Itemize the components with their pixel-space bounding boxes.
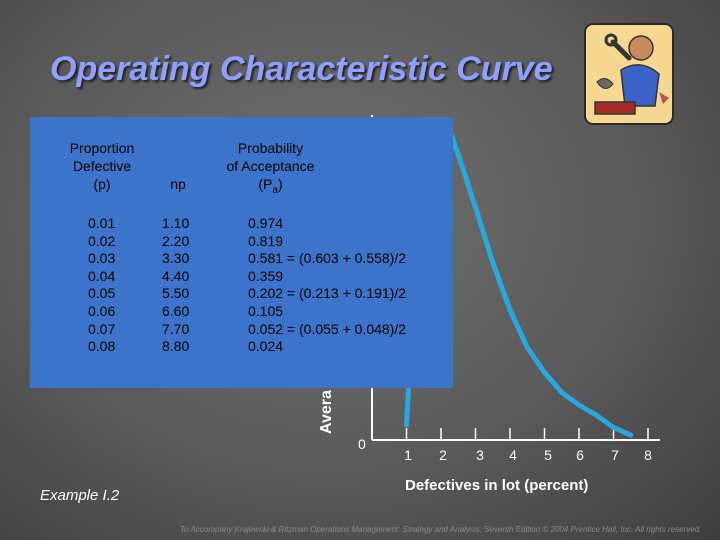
table-row: 0.06 (88, 302, 116, 319)
x-tick-label-8: 8 (644, 447, 652, 463)
table-row: 2.20 (162, 232, 190, 249)
table-row: 0.02 (88, 232, 116, 249)
table-row: 5.50 (162, 285, 190, 302)
table-row: 0.974 (248, 215, 284, 231)
x-tick-label-2: 2 (439, 447, 447, 463)
table-row: 0.819 (248, 232, 284, 249)
table-row: 8.80 (162, 338, 190, 355)
table-row: 7.70 (162, 320, 190, 337)
x-tick-label-7: 7 (611, 447, 619, 463)
example-label: Example I.2 (40, 487, 120, 504)
x-tick-label-6: 6 (576, 447, 584, 463)
header-np: np (170, 176, 186, 192)
table-row: 0.04 (88, 267, 116, 284)
x-tick-label-0: 0 (358, 436, 366, 452)
table-row: 0.03 (88, 250, 116, 267)
table-row: 1.10 (162, 215, 190, 231)
table-row: 0.202 = (0.213 + 0.191)/2 (248, 285, 407, 302)
column-np: 1.10 2.20 3.30 4.40 5.50 6.60 7.70 8.80 (162, 215, 189, 356)
table-row: 0.359 (248, 267, 284, 284)
column-pa: 0.974 0.819 0.581 = (0.603 + 0.558)/2 0.… (248, 215, 406, 356)
x-tick-label-4: 4 (509, 447, 517, 463)
table-row: 3.30 (162, 250, 190, 267)
copyright-footer: To Accompany Krajewski & Ritzman Operati… (180, 525, 702, 534)
x-tick-label-1: 1 (404, 447, 412, 463)
worker-clipart-icon (584, 23, 674, 125)
table-row: 6.60 (162, 302, 190, 319)
table-row: 0.105 (248, 302, 284, 319)
table-row: 0.01 (88, 215, 116, 231)
x-tick-label-5: 5 (544, 447, 552, 463)
table-row: 0.024 (248, 338, 284, 355)
table-row: 0.05 (88, 285, 116, 302)
header-proportion-defective: Proportion Defective (p) (69, 140, 135, 192)
table-row: 0.07 (88, 320, 116, 337)
x-tick-marks (405, 428, 649, 440)
page-title: Operating Characteristic Curve (50, 50, 553, 88)
acceptance-table: Proportion Defective (p) np Probability … (30, 117, 453, 388)
header-probability-acceptance: Probability of Acceptance (Pa) (226, 140, 315, 196)
table-row: 4.40 (162, 267, 190, 284)
table-row: 0.08 (88, 338, 116, 355)
table-row: 0.581 = (0.603 + 0.558)/2 (248, 250, 407, 267)
table-row: 0.052 = (0.055 + 0.048)/2 (248, 320, 407, 337)
column-p: 0.01 0.02 0.03 0.04 0.05 0.06 0.07 0.08 (88, 215, 115, 356)
x-tick-label-3: 3 (476, 447, 484, 463)
y-axis-label: Avera (318, 390, 335, 434)
x-axis-label: Defectives in lot (percent) (405, 477, 589, 494)
